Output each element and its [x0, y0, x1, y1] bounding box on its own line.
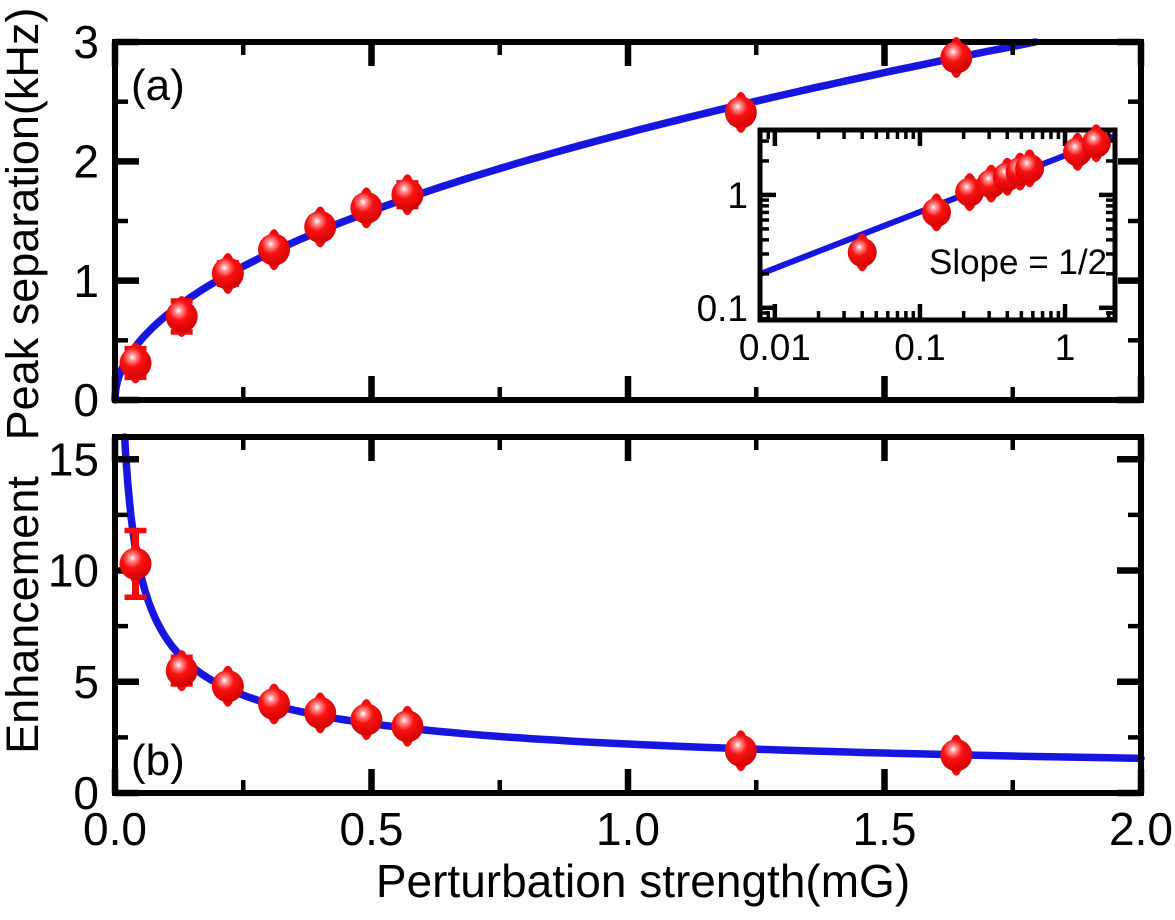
inset-loglog: Slope = 1/20.110.01 0.1 1	[697, 124, 1118, 368]
inset-y-tick-label: 0.1	[697, 288, 748, 329]
marker-sphere	[350, 191, 383, 224]
marker-sphere	[847, 237, 877, 267]
x-tick-label: 0.0	[83, 803, 147, 855]
x-tick-label: 2.0	[1109, 803, 1173, 855]
panel-b: 0 5 10 15 0.0 0.5 1.0 1.5 2.0 Enhancement Perturba…	[0, 433, 1173, 907]
marker-sphere	[1015, 153, 1045, 183]
inset-y-tick-label: 1	[727, 175, 748, 216]
x-tick-label: 0.5	[340, 803, 404, 855]
marker-sphere	[258, 688, 291, 720]
inset-x-tick-label: 0.1	[894, 327, 945, 368]
panel-b-y-tick-label: 5	[73, 656, 99, 708]
panel-a-data-point	[350, 187, 383, 229]
panel-b-data-point	[258, 683, 291, 725]
inset-frame	[757, 127, 1118, 323]
panel-b-y-tick-label: 15	[48, 433, 99, 485]
panel-b-data-point	[304, 692, 337, 734]
panel-b-label: (b)	[131, 736, 185, 785]
marker-sphere	[724, 96, 757, 129]
panel-a-data-point	[391, 174, 424, 216]
panel-b-data-point	[350, 699, 383, 741]
marker-sphere	[165, 300, 198, 333]
inset-x-tick-label: 1	[1055, 327, 1076, 368]
panel-a-y-tick-label: 3	[73, 16, 99, 68]
inset-data-point	[847, 233, 877, 272]
marker-sphere	[211, 257, 244, 290]
marker-sphere	[165, 654, 198, 687]
panel-a-y-axis-label: Peak separation(kHz)	[0, 8, 48, 441]
marker-sphere	[119, 547, 152, 580]
marker-sphere	[258, 233, 291, 266]
marker-sphere	[211, 670, 244, 703]
panel-a: 0 1 2 3 Peak separation(kHz) (a)	[0, 8, 1145, 441]
panel-b-y-axis-label: Enhancement	[0, 476, 48, 754]
panel-a-fit-curve	[111, 38, 1039, 404]
panel-b-data-point	[165, 650, 198, 692]
x-tick-label: 1.5	[853, 803, 917, 855]
marker-sphere	[940, 41, 973, 74]
panel-b-data-point	[119, 527, 152, 600]
marker-sphere	[304, 696, 337, 729]
marker-sphere	[921, 197, 951, 227]
panel-a-label: (a)	[131, 61, 185, 110]
panel-b-y-tick-label: 0	[73, 767, 99, 819]
panel-a-data-point	[165, 295, 198, 337]
inset-data-point	[921, 193, 951, 232]
marker-sphere	[1081, 128, 1111, 158]
marker-sphere	[724, 734, 757, 767]
panel-a-data-point	[724, 91, 757, 133]
panel-a-data-point	[119, 342, 152, 384]
marker-sphere	[391, 178, 424, 211]
panel-b-data-point	[211, 665, 244, 707]
marker-sphere	[391, 710, 424, 743]
panel-b-data-point	[940, 734, 973, 776]
inset-x-tick-label: 0.01	[739, 327, 811, 368]
marker-sphere	[940, 739, 973, 772]
marker-sphere	[304, 210, 337, 243]
panel-b-frame	[112, 434, 1144, 796]
panel-a-data-point	[940, 37, 973, 79]
x-axis-label: Perturbation strength(mG)	[376, 855, 910, 907]
slope-annotation: Slope = 1/2	[929, 243, 1107, 282]
panel-a-y-tick-label: 2	[73, 135, 99, 187]
panel-a-data-point	[258, 229, 291, 271]
panel-a-data-point	[304, 206, 337, 248]
marker-sphere	[350, 703, 383, 736]
inset-data-point	[1015, 149, 1045, 188]
panel-b-data-point	[391, 705, 424, 747]
inset-data-point	[1081, 124, 1111, 163]
panel-b-y-tick-label: 10	[48, 545, 99, 597]
panel-a-y-tick-label: 0	[73, 374, 99, 426]
panel-a-y-tick-label: 1	[73, 255, 99, 307]
panel-a-data-point	[211, 253, 244, 295]
x-tick-label: 1.0	[596, 803, 660, 855]
panel-b-data-point	[724, 730, 757, 772]
marker-sphere	[119, 347, 152, 380]
